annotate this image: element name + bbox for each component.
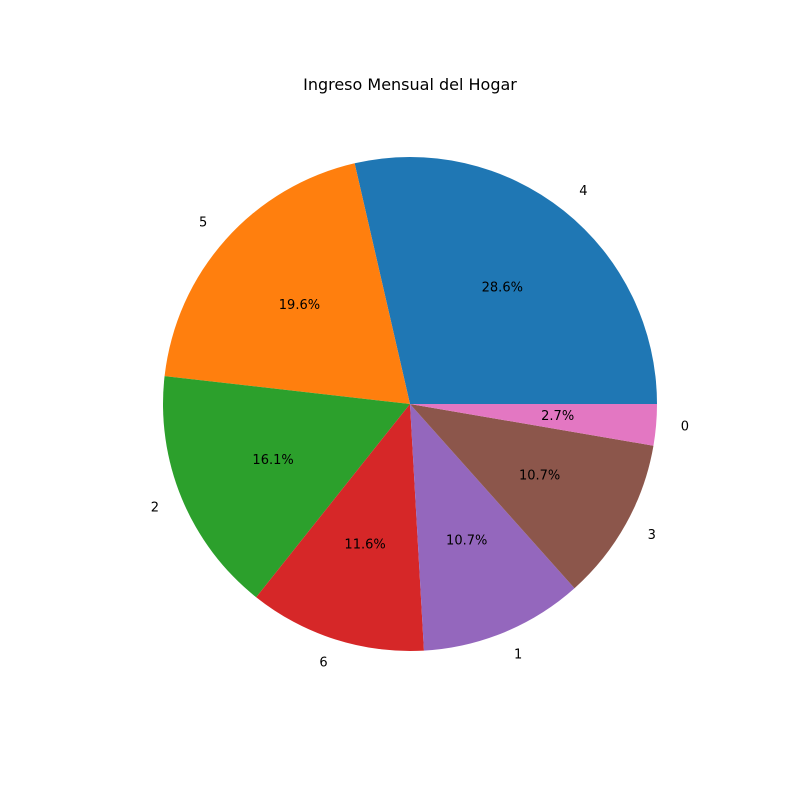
pie-percent-label-4: 28.6% xyxy=(482,281,523,296)
pie-percent-label-3: 10.7% xyxy=(519,468,560,483)
pie-slice-4 xyxy=(354,156,657,404)
pie-slice-6 xyxy=(256,404,424,652)
pie-percent-label-2: 16.1% xyxy=(252,453,293,468)
pie-category-label-5: 5 xyxy=(199,216,207,231)
pie-category-label-2: 2 xyxy=(151,500,159,515)
pie-category-label-0: 0 xyxy=(681,420,689,435)
pie-percent-label-5: 19.6% xyxy=(279,298,320,313)
pie-slice-2 xyxy=(163,376,410,598)
pie-category-label-1: 1 xyxy=(514,648,522,663)
pie-category-label-3: 3 xyxy=(648,528,656,543)
pie-percent-label-0: 2.7% xyxy=(541,409,574,424)
pie-slice-1 xyxy=(410,404,575,651)
pie-category-label-4: 4 xyxy=(579,184,587,199)
chart-title: Ingreso Mensual del Hogar xyxy=(303,75,517,94)
pie-category-label-6: 6 xyxy=(319,655,327,670)
pie-percent-label-1: 10.7% xyxy=(446,533,487,548)
pie-slice-3 xyxy=(410,404,654,589)
pie-percent-label-6: 11.6% xyxy=(344,538,385,553)
pie-slices xyxy=(163,156,657,652)
pie-labels: 28.6% 4 19.6% 5 16.1% 2 11.6% 6 10.7% 1 10.7% 3 2.7%… xyxy=(151,184,689,670)
pie-slice-0 xyxy=(410,404,657,446)
pie-slice-5 xyxy=(164,163,410,404)
